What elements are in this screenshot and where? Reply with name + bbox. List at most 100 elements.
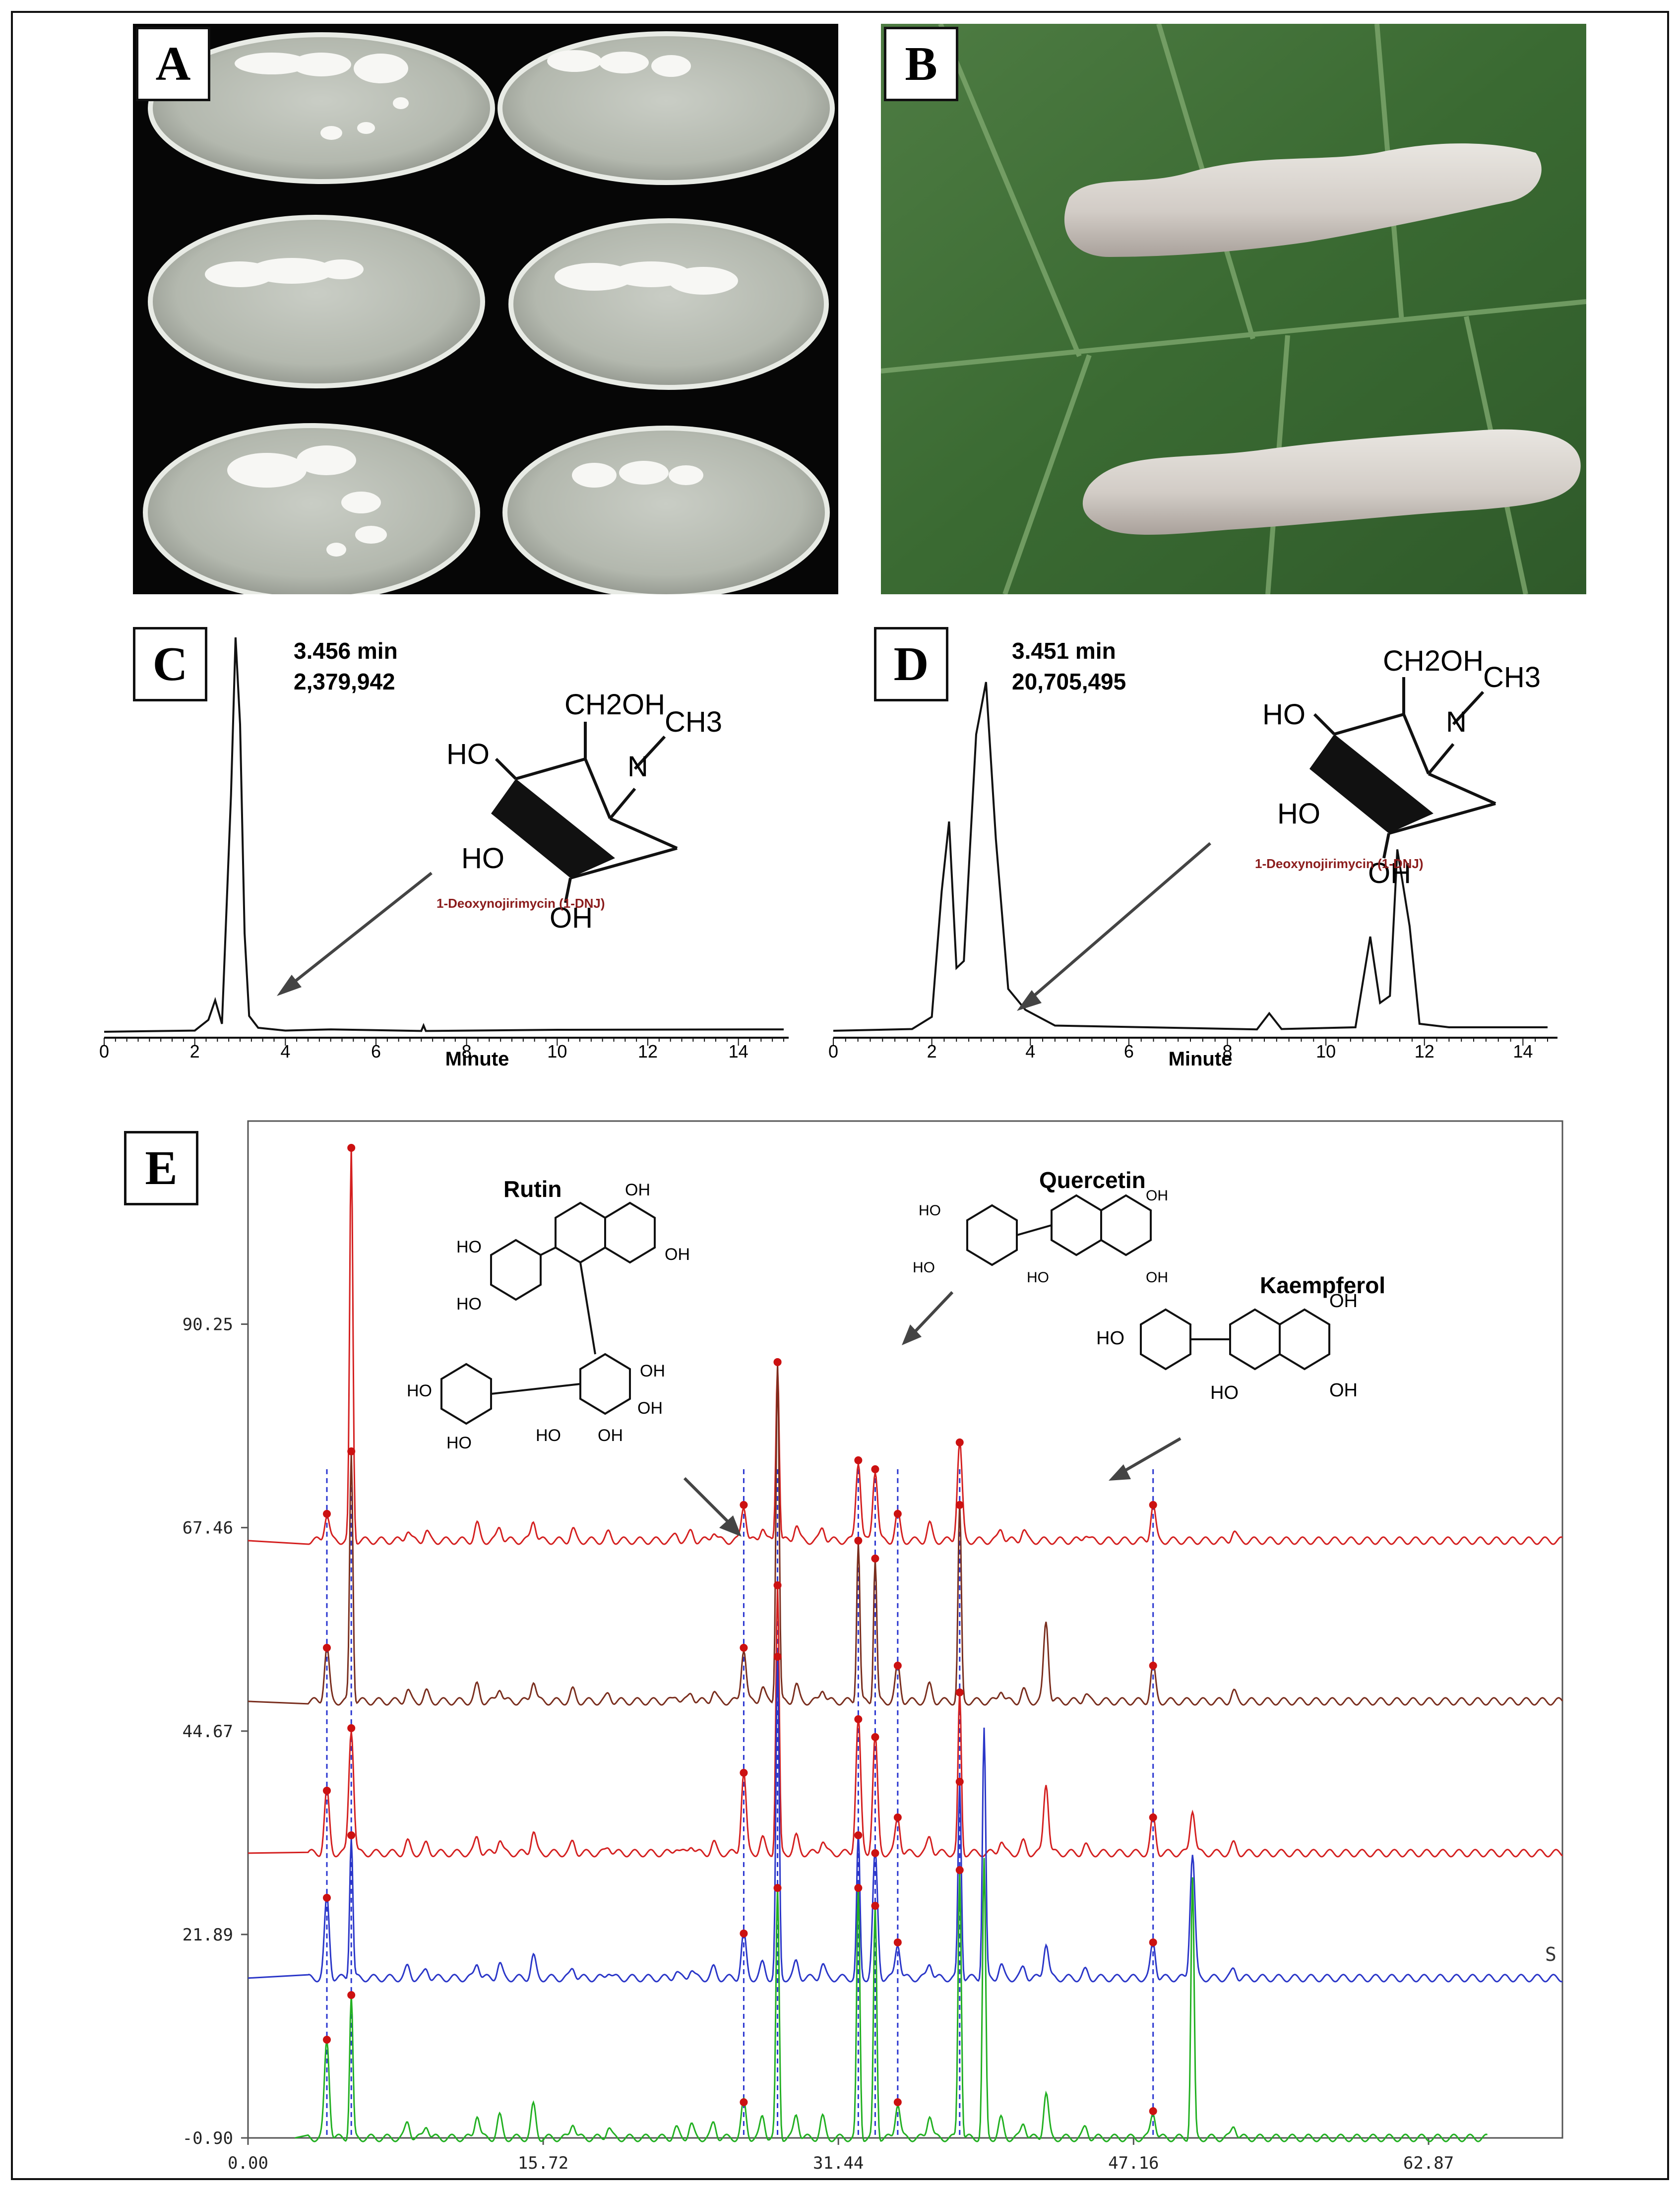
peak-marker <box>740 2098 748 2107</box>
panel-c: C 3.456 min 2,379,942 CH2OH N CH3 HO HO … <box>69 610 794 1081</box>
ch3-label-d: CH3 <box>1483 661 1541 693</box>
peak-area-d: 20,705,495 <box>1012 669 1126 694</box>
quercetin-structure-text: HO HO OH OH HO <box>913 1188 1168 1286</box>
kaempferol-structure-text: HO OH OH HO <box>1096 1291 1358 1403</box>
y-tick-label-e: 90.25 <box>183 1315 233 1334</box>
peak-marker <box>955 1501 964 1509</box>
ch3-label-c: CH3 <box>665 706 722 738</box>
peak-marker <box>854 1884 863 1892</box>
chromatogram-trace-red <box>248 1583 1563 1858</box>
peak-marker <box>893 1661 902 1670</box>
kaempferol-structure <box>1140 1308 1330 1371</box>
peak-marker <box>871 1849 879 1857</box>
kaempferol-arrow <box>1115 1437 1182 1477</box>
peak-marker <box>347 1447 356 1455</box>
plot-area-e <box>247 1120 1563 2139</box>
x-tick-label-c: 2 <box>190 1041 200 1062</box>
chromatogram-trace-green <box>295 1858 1488 2142</box>
x-tick-label-e: 15.72 <box>518 2153 568 2173</box>
peak-marker <box>955 1438 964 1446</box>
n-label-d: N <box>1446 706 1467 738</box>
x-tick-label-d: 12 <box>1415 1041 1434 1062</box>
peak-marker <box>871 1902 879 1910</box>
quercetin-label: Quercetin <box>1039 1167 1146 1193</box>
ho-top-label-d: HO <box>1262 698 1306 731</box>
svg-text:HO: HO <box>1027 1269 1049 1286</box>
peak-marker <box>1149 1501 1157 1509</box>
y-tick-label-e: 44.67 <box>183 1722 233 1742</box>
peak-marker <box>773 1884 782 1892</box>
peak-marker <box>323 1786 331 1795</box>
svg-text:HO: HO <box>536 1426 561 1445</box>
panel-d-label: D <box>874 627 948 701</box>
panel-a-label: A <box>136 27 210 101</box>
svg-text:OH: OH <box>665 1245 690 1264</box>
ch2oh-label-c: CH2OH <box>564 689 665 721</box>
peak-marker <box>854 1715 863 1723</box>
peak-marker <box>740 1643 748 1652</box>
arrow-c-head <box>277 975 302 996</box>
svg-text:OH: OH <box>1146 1188 1168 1204</box>
chromatogram-d: 3.451 min 20,705,495 CH2OH N CH3 HO HO O… <box>828 638 1557 1070</box>
peak-marker <box>893 1938 902 1946</box>
y-tick-label-e: 21.89 <box>183 1925 233 1945</box>
compound-label-d: 1-Deoxynojirimycin (1-DNJ) <box>1255 856 1424 871</box>
arrow-d <box>1026 842 1211 1003</box>
panel-d: D 3.451 min 20,705,495 CH2OH N CH3 HO HO… <box>813 610 1587 1081</box>
ch2oh-label-d: CH2OH <box>1383 645 1484 677</box>
x-axis-label-d: Minute <box>1169 1048 1233 1070</box>
peak-marker <box>1149 1938 1157 1946</box>
peak-marker <box>955 1777 964 1786</box>
peak-marker <box>1149 2107 1157 2116</box>
x-tick-label-c: 14 <box>729 1041 748 1062</box>
svg-text:OH: OH <box>625 1181 650 1199</box>
svg-text:HO: HO <box>456 1295 482 1314</box>
peak-marker <box>854 1831 863 1839</box>
ho-top-label-c: HO <box>446 738 490 770</box>
svg-text:OH: OH <box>1329 1291 1358 1312</box>
svg-text:OH: OH <box>598 1426 623 1445</box>
peak-marker <box>1149 1813 1157 1821</box>
peak-marker <box>871 1733 879 1741</box>
arrow-c <box>287 872 433 989</box>
peak-marker <box>854 1456 863 1464</box>
peak-marker <box>740 1768 748 1777</box>
peak-time-c: 3.456 min <box>294 638 398 664</box>
peak-marker <box>773 1581 782 1589</box>
x-tick-label-d: 14 <box>1513 1041 1533 1062</box>
peak-marker <box>773 1652 782 1661</box>
svg-text:HO: HO <box>1210 1382 1239 1403</box>
chromatogram-trace-red <box>248 1145 1563 1545</box>
y-tick-label-e: -0.90 <box>183 2128 233 2148</box>
peak-marker <box>773 1358 782 1366</box>
x-tick-label-c: 6 <box>371 1041 381 1062</box>
panel-a-photo: A <box>133 24 838 594</box>
panel-c-label: C <box>133 627 207 701</box>
peak-marker <box>347 1991 356 2000</box>
svg-text:HO: HO <box>446 1434 472 1452</box>
svg-text:OH: OH <box>640 1362 665 1380</box>
peak-marker <box>955 1688 964 1696</box>
peak-marker <box>893 1813 902 1821</box>
peak-marker <box>1149 1661 1157 1670</box>
x-tick-label-d: 6 <box>1124 1041 1134 1062</box>
ho-bottom-label-c: HO <box>461 842 504 875</box>
rutin-structure <box>440 1201 656 1425</box>
panel-b-photo: B <box>881 24 1586 594</box>
x-axis-label-c: Minute <box>445 1048 509 1070</box>
peak-marker <box>955 1866 964 1875</box>
dnj-structure-d: CH2OH N CH3 HO HO OH 1-Deoxynojirimycin … <box>1255 645 1541 889</box>
chromatogram-trace-blue <box>248 1653 1563 1983</box>
compound-label-c: 1-Deoxynojirimycin (1-DNJ) <box>436 896 605 911</box>
x-tick-label-d: 2 <box>927 1041 937 1062</box>
x-tick-label-d: 0 <box>828 1041 838 1062</box>
chromatogram-c: 3.456 min 2,379,942 CH2OH N CH3 HO HO OH… <box>99 637 789 1070</box>
x-tick-label-c: 12 <box>638 1041 658 1062</box>
peak-marker <box>323 1509 331 1518</box>
oh-label-d: OH <box>1368 857 1411 889</box>
x-tick-label-d: 8 <box>1222 1041 1232 1062</box>
x-tick-label-e: 0.00 <box>228 2153 268 2173</box>
svg-text:HO: HO <box>913 1259 935 1276</box>
rutin-label: Rutin <box>503 1176 562 1202</box>
peak-marker <box>854 1536 863 1545</box>
